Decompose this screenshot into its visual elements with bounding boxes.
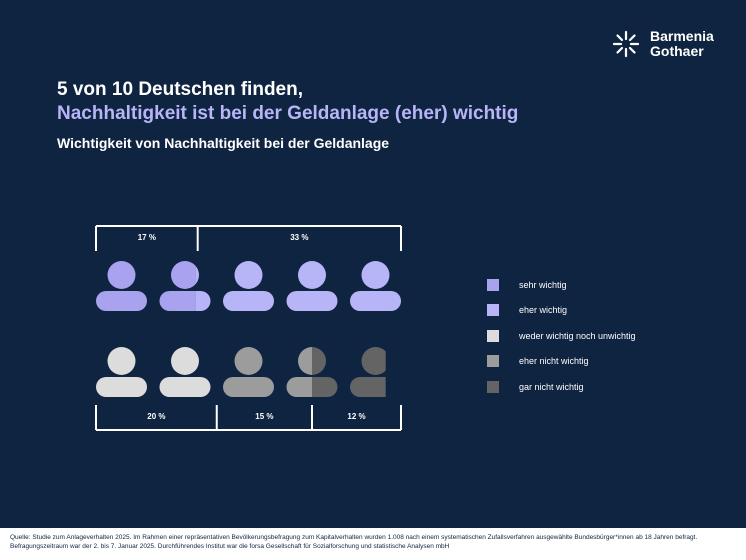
- chart-subtitle: Wichtigkeit von Nachhaltigkeit bei der G…: [57, 135, 390, 151]
- bottom-row-person-4: [286, 347, 338, 397]
- brand-name: Barmenia Gothaer: [650, 29, 714, 59]
- legend-label: weder wichtig noch unwichtig: [519, 330, 636, 341]
- bottom-row-person-3: [223, 347, 274, 397]
- legend-label: sehr wichtig: [519, 279, 567, 290]
- value-label-eher-nicht-wichtig: 15 %: [255, 412, 273, 421]
- brand-name-line2: Gothaer: [650, 43, 704, 59]
- legend-label: eher nicht wichtig: [519, 356, 589, 367]
- top-row-person-3: [223, 261, 274, 311]
- legend-swatch: [487, 355, 499, 368]
- headline: 5 von 10 Deutschen finden, Nachhaltigkei…: [57, 78, 518, 126]
- value-label-sehr-wichtig: 17 %: [138, 233, 156, 242]
- legend-swatch: [487, 380, 499, 393]
- bottom-row-person-2: [159, 347, 211, 397]
- top-row-person-2-fill-sehr-wichtig: [159, 261, 196, 311]
- brand-star-icon: [612, 30, 640, 58]
- bottom-row-person-5-fill-gar-nicht-wichtig: [350, 347, 386, 397]
- headline-line1: 5 von 10 Deutschen finden,: [57, 79, 303, 100]
- top-row-person-2: [159, 261, 211, 311]
- value-label-weder-wichtig-noch-unwichtig: 20 %: [147, 412, 165, 421]
- bottom-row-person-4-fill-eher-nicht-wichtig: [286, 347, 312, 397]
- legend-swatch: [487, 278, 499, 291]
- pictogram-chart: 17 % 33 % 20 % 15 % 12 %: [95, 225, 402, 431]
- footer: Quelle: Studie zum Anlageverhalten 2025.…: [0, 528, 746, 560]
- top-row-person-1: [96, 261, 147, 311]
- value-label-gar-nicht-wichtig: 12 %: [347, 412, 365, 421]
- legend-item-weder-wichtig-noch-unwichtig: weder wichtig noch unwichtig: [487, 323, 636, 349]
- top-row-person-5: [350, 261, 401, 311]
- bottom-row-person-2-fill-weder-wichtig-noch-unwichtig: [159, 347, 211, 397]
- top-row-person-5-fill-eher-wichtig: [350, 261, 401, 311]
- top-row-person-1-fill-sehr-wichtig: [96, 261, 147, 311]
- brand-logo: Barmenia Gothaer: [612, 29, 714, 59]
- bottom-row-person-3-fill-eher-nicht-wichtig: [223, 347, 274, 397]
- legend-label: gar nicht wichtig: [519, 381, 584, 392]
- top-row-person-4-fill-eher-wichtig: [286, 261, 338, 311]
- source-note-line2: Befragungszeitraum war der 2. bis 7. Jan…: [10, 543, 450, 550]
- top-row-person-3-fill-eher-wichtig: [223, 261, 274, 311]
- legend-swatch: [487, 304, 499, 317]
- brand-name-line1: Barmenia: [650, 28, 714, 44]
- bottom-row-person-1: [96, 347, 147, 397]
- legend: sehr wichtig eher wichtig weder wichtig no…: [487, 272, 636, 400]
- top-row-person-2-fill-eher-wichtig: [195, 261, 211, 311]
- headline-line2: Nachhaltigkeit ist bei der Geldanlage (e…: [57, 103, 519, 124]
- bottom-row-person-5: [350, 347, 386, 397]
- legend-label: eher wichtig: [519, 305, 568, 316]
- legend-swatch: [487, 329, 499, 342]
- top-row-person-4: [286, 261, 338, 311]
- source-note: Quelle: Studie zum Anlageverhalten 2025.…: [10, 533, 697, 551]
- legend-item-gar-nicht-wichtig: gar nicht wichtig: [487, 374, 636, 400]
- value-label-eher-wichtig: 33 %: [290, 233, 308, 242]
- legend-item-sehr-wichtig: sehr wichtig: [487, 272, 636, 298]
- bottom-row-person-4-fill-gar-nicht-wichtig: [312, 347, 338, 397]
- bottom-row-person-1-fill-weder-wichtig-noch-unwichtig: [96, 347, 147, 397]
- legend-item-eher-wichtig: eher wichtig: [487, 298, 636, 324]
- source-note-line1: Quelle: Studie zum Anlageverhalten 2025.…: [10, 534, 698, 541]
- legend-item-eher-nicht-wichtig: eher nicht wichtig: [487, 349, 636, 375]
